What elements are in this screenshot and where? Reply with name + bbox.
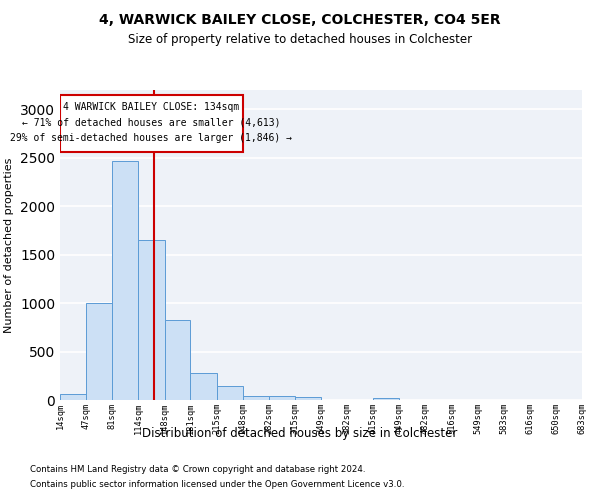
Text: Distribution of detached houses by size in Colchester: Distribution of detached houses by size … bbox=[142, 428, 458, 440]
Bar bbox=[138, 240, 164, 400]
Text: 29% of semi-detached houses are larger (1,846) →: 29% of semi-detached houses are larger (… bbox=[10, 133, 292, 143]
Bar bbox=[60, 394, 86, 400]
Bar bbox=[190, 373, 217, 400]
Bar bbox=[164, 320, 190, 400]
Text: Size of property relative to detached houses in Colchester: Size of property relative to detached ho… bbox=[128, 32, 472, 46]
Y-axis label: Number of detached properties: Number of detached properties bbox=[4, 158, 14, 332]
Bar bbox=[86, 303, 112, 400]
Bar bbox=[373, 398, 400, 400]
Text: ← 71% of detached houses are smaller (4,613): ← 71% of detached houses are smaller (4,… bbox=[22, 118, 281, 128]
Bar bbox=[112, 160, 138, 400]
Bar bbox=[217, 386, 242, 400]
Text: Contains HM Land Registry data © Crown copyright and database right 2024.: Contains HM Land Registry data © Crown c… bbox=[30, 465, 365, 474]
Text: 4, WARWICK BAILEY CLOSE, COLCHESTER, CO4 5ER: 4, WARWICK BAILEY CLOSE, COLCHESTER, CO4… bbox=[99, 12, 501, 26]
Text: 4 WARWICK BAILEY CLOSE: 134sqm: 4 WARWICK BAILEY CLOSE: 134sqm bbox=[63, 102, 239, 112]
Bar bbox=[269, 396, 295, 400]
FancyBboxPatch shape bbox=[60, 95, 242, 152]
Bar bbox=[242, 396, 269, 400]
Text: Contains public sector information licensed under the Open Government Licence v3: Contains public sector information licen… bbox=[30, 480, 404, 489]
Bar bbox=[295, 397, 322, 400]
